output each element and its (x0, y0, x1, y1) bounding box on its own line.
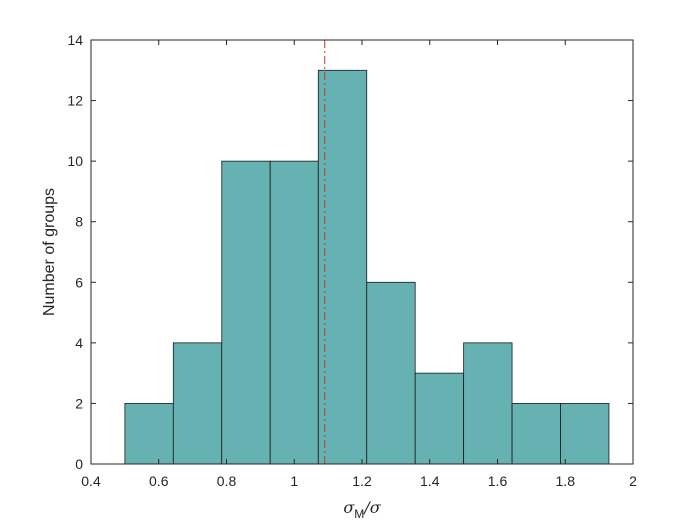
y-tick-label-5: 8 (75, 214, 83, 230)
histogram-bar-1 (124, 403, 174, 465)
x-tick-label-6: 1.4 (420, 473, 440, 489)
histogram-bar-5 (317, 69, 368, 465)
x-axis-label-subscript: M (354, 507, 364, 521)
y-tick-label-1: 0 (75, 456, 83, 472)
y-ticks-group: 0 2 4 6 8 10 12 14 (67, 32, 633, 472)
y-tick-label-3: 4 (75, 335, 83, 351)
x-tick-label-3: 0.8 (217, 473, 237, 489)
y-axis-label: Number of groups (41, 188, 58, 316)
histogram-bar-6 (366, 281, 416, 465)
x-ticks-group: 0.4 0.6 0.8 1 1.2 1.4 1.6 1.8 2 (81, 40, 637, 489)
y-tick-label-8: 14 (67, 32, 83, 48)
x-axis-label-main: σ (343, 498, 355, 517)
x-tick-label-7: 1.6 (488, 473, 508, 489)
x-tick-label-9: 2 (629, 473, 637, 489)
y-tick-label-6: 10 (67, 153, 83, 169)
x-tick-label-2: 0.6 (149, 473, 169, 489)
x-tick-label-5: 1.2 (352, 473, 372, 489)
x-axis-label: σM/σ (343, 498, 381, 521)
x-axis-label-rest: /σ (362, 498, 381, 517)
x-tick-label-4: 1 (290, 473, 298, 489)
histogram-bar-2 (172, 342, 223, 465)
histogram-bar-9 (511, 403, 561, 465)
x-tick-label-1: 0.4 (81, 473, 101, 489)
histogram-bar-3 (221, 160, 271, 465)
histogram-bar-4 (269, 160, 319, 465)
y-tick-label-4: 6 (75, 274, 83, 290)
histogram-bar-8 (463, 342, 513, 465)
y-tick-label-2: 2 (75, 395, 83, 411)
histogram-bar-10 (560, 403, 610, 465)
bars-group (124, 69, 610, 465)
x-tick-label-8: 1.8 (556, 473, 576, 489)
histogram-bar-7 (414, 372, 465, 465)
y-tick-label-7: 12 (67, 93, 83, 109)
